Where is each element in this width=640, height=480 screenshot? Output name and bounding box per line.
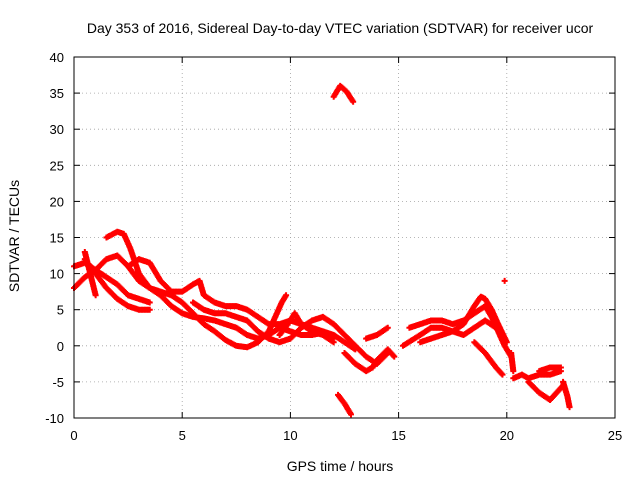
y-tick-label: 30 bbox=[50, 122, 64, 137]
series-sat-i bbox=[335, 391, 354, 418]
x-axis-ticks: 0 5 10 15 20 25 bbox=[70, 57, 622, 443]
series-sat-m bbox=[417, 293, 510, 346]
y-tick-label: 10 bbox=[50, 267, 64, 282]
y-tick-label: 35 bbox=[50, 86, 64, 101]
y-tick-label: 20 bbox=[50, 194, 64, 209]
x-tick-label: 10 bbox=[283, 428, 297, 443]
series-sat-p bbox=[510, 368, 564, 382]
y-tick-label: 5 bbox=[57, 303, 64, 318]
data-point bbox=[283, 292, 290, 299]
x-tick-label: 0 bbox=[70, 428, 77, 443]
data-point bbox=[146, 306, 153, 313]
data-point bbox=[146, 299, 153, 306]
y-axis-ticks: -10 -5 0 5 10 15 20 25 30 35 40 bbox=[45, 50, 615, 426]
series-sat-d bbox=[71, 259, 153, 306]
data-point bbox=[501, 277, 508, 284]
data-point bbox=[492, 324, 499, 331]
data-point bbox=[384, 324, 391, 331]
series-sat-k bbox=[363, 324, 391, 342]
y-tick-label: 15 bbox=[50, 231, 64, 246]
y-axis-label: SDTVAR / TECUs bbox=[6, 180, 22, 292]
x-tick-label: 5 bbox=[179, 428, 186, 443]
data-point bbox=[92, 292, 99, 299]
data-point bbox=[347, 411, 354, 418]
data-point bbox=[350, 98, 357, 105]
data-point bbox=[503, 339, 510, 346]
series-sat-n bbox=[399, 317, 499, 349]
data-point bbox=[557, 364, 564, 371]
y-tick-label: 40 bbox=[50, 50, 64, 65]
grid-lines bbox=[74, 57, 615, 418]
data-point bbox=[330, 339, 337, 346]
series-sat-h bbox=[330, 82, 357, 105]
x-tick-label: 20 bbox=[500, 428, 514, 443]
data-points bbox=[71, 82, 573, 418]
series-sat-j bbox=[341, 346, 398, 375]
y-tick-label: 0 bbox=[57, 339, 64, 354]
plot-frame bbox=[73, 56, 616, 419]
series-sat-t bbox=[81, 248, 517, 375]
data-point bbox=[510, 368, 517, 375]
series-sat-g bbox=[276, 310, 337, 346]
y-tick-label: -10 bbox=[45, 411, 64, 426]
chart-title: Day 353 of 2016, Sidereal Day-to-day VTE… bbox=[87, 20, 594, 36]
data-point bbox=[391, 353, 398, 360]
y-tick-label: -5 bbox=[52, 375, 64, 390]
series-sat-f bbox=[190, 299, 391, 367]
x-tick-label: 15 bbox=[391, 428, 405, 443]
series-sat-r bbox=[536, 364, 564, 375]
x-tick-label: 25 bbox=[608, 428, 622, 443]
data-point bbox=[499, 371, 506, 378]
y-tick-label: 25 bbox=[50, 158, 64, 173]
series-sat-o bbox=[471, 339, 506, 378]
series-sat-q bbox=[525, 378, 567, 403]
x-axis-label: GPS time / hours bbox=[287, 458, 394, 474]
series-sat-s bbox=[560, 378, 573, 411]
data-point bbox=[566, 404, 573, 411]
